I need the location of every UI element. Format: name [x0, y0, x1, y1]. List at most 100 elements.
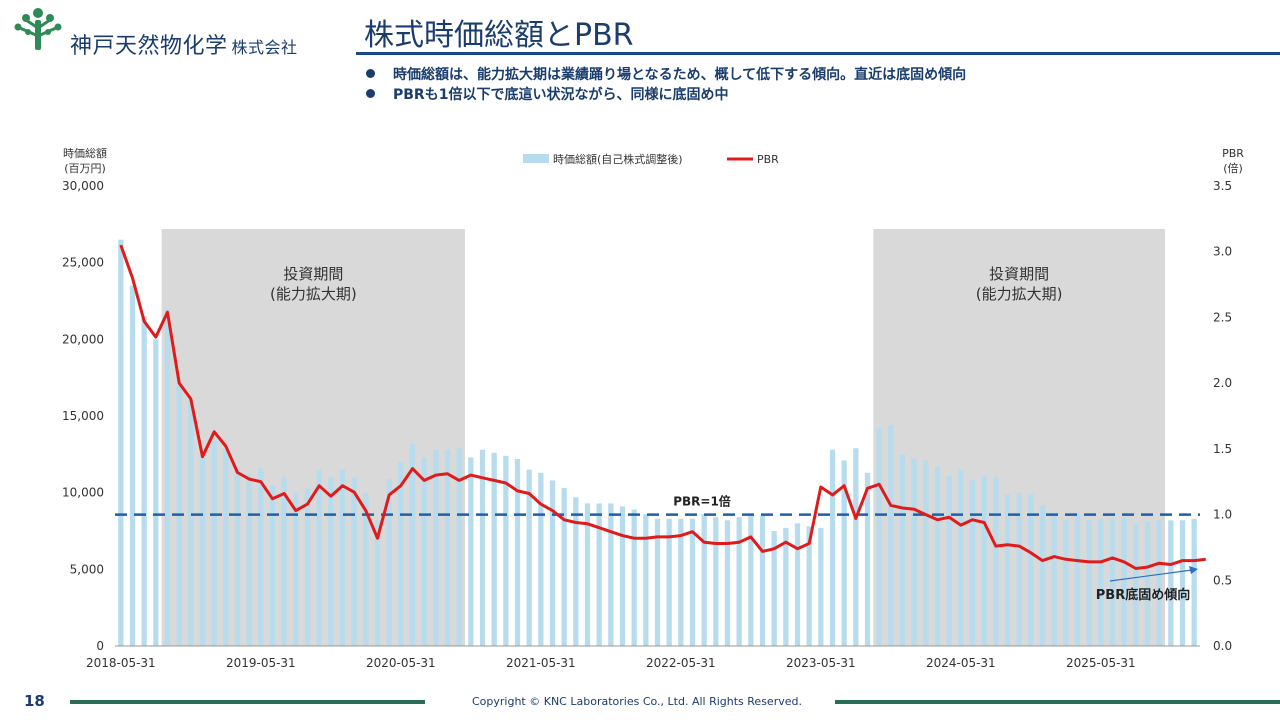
- market-cap-bar: [188, 400, 194, 646]
- market-cap-bar: [608, 503, 614, 646]
- market-cap-bar: [1156, 520, 1162, 646]
- market-cap-bar: [806, 526, 812, 646]
- market-cap-bar: [899, 454, 906, 646]
- band-sublabel: (能力拡大期): [976, 285, 1063, 303]
- market-cap-bar: [829, 449, 836, 646]
- market-cap-bar: [654, 518, 661, 646]
- y-right-tick-label: 3.5: [1213, 179, 1232, 193]
- market-cap-bar: [1028, 494, 1034, 646]
- market-cap-bar: [479, 449, 486, 646]
- market-cap-bar: [748, 514, 754, 646]
- market-cap-bar: [234, 469, 241, 646]
- market-cap-bar: [573, 497, 579, 646]
- market-cap-bar: [1098, 518, 1104, 646]
- y-left-tick-label: 15,000: [62, 409, 104, 423]
- y-left-tick-label: 10,000: [62, 486, 104, 500]
- market-cap-bar: [456, 448, 462, 646]
- market-cap-bar: [864, 472, 871, 646]
- market-cap-bar: [386, 478, 392, 646]
- market-cap-bar: [444, 449, 451, 646]
- market-cap-bar: [584, 503, 591, 646]
- market-cap-bar: [398, 462, 404, 646]
- footer-rule-left: [70, 700, 425, 704]
- y-right-axis-unit: (倍): [1223, 161, 1243, 175]
- market-cap-bar: [409, 443, 416, 646]
- market-cap-bar: [211, 439, 217, 646]
- market-cap-bar: [1074, 514, 1081, 646]
- market-cap-bar: [1168, 520, 1174, 646]
- bullet-item: PBRも1倍以下で底這い状況ながら、同様に底固め中: [366, 84, 966, 104]
- market-cap-bar: [223, 449, 229, 646]
- market-cap-bar: [1109, 518, 1116, 646]
- band-label: 投資期間: [989, 265, 1049, 283]
- market-cap-bar: [1191, 518, 1197, 646]
- market-cap-bar: [841, 460, 847, 646]
- market-cap-bar: [153, 339, 159, 646]
- market-cap-bar: [958, 469, 964, 646]
- market-cap-bar: [1063, 520, 1069, 646]
- annotation-arrow: [1109, 569, 1193, 582]
- market-cap-bar: [1051, 512, 1057, 646]
- market-cap-bar: [316, 469, 322, 646]
- title-bar: 株式時価総額とPBR: [356, 0, 1280, 55]
- annotation-arrowhead-icon: [1189, 566, 1198, 574]
- market-cap-bar: [1086, 520, 1092, 646]
- market-cap-bar: [666, 518, 672, 646]
- market-cap-bar: [876, 428, 882, 646]
- market-cap-bar: [421, 457, 427, 646]
- bullet-item: 時価総額は、能力拡大期は業績踊り場となるため、概して低下する傾向。直近は底固め傾…: [366, 64, 966, 84]
- x-tick-label: 2023-05-31: [786, 656, 856, 670]
- market-cap-bar: [724, 520, 731, 646]
- y-left-tick-label: 30,000: [62, 179, 104, 193]
- market-cap-bar: [468, 457, 474, 646]
- market-cap-bar: [374, 520, 381, 646]
- market-cap-bar: [561, 488, 567, 646]
- x-tick-label: 2025-05-31: [1066, 656, 1136, 670]
- x-tick-label: 2024-05-31: [926, 656, 996, 670]
- market-cap-bar: [304, 488, 311, 646]
- market-cap-bar: [351, 477, 357, 646]
- market-cap-bar: [1179, 520, 1186, 646]
- x-tick-label: 2018-05-31: [86, 656, 156, 670]
- market-cap-bar: [771, 531, 777, 646]
- market-cap-bar: [339, 469, 346, 646]
- page-number: 18: [24, 692, 45, 710]
- market-cap-bar: [701, 514, 707, 646]
- market-cap-bar: [1144, 521, 1151, 646]
- market-cap-bar: [538, 472, 544, 646]
- market-cap-bar: [678, 518, 684, 646]
- market-cap-bar: [969, 480, 976, 646]
- market-cap-bar: [1004, 494, 1011, 646]
- market-cap-bar: [1039, 504, 1046, 646]
- market-cap-bar: [631, 509, 637, 646]
- market-cap-bar: [549, 480, 556, 646]
- y-right-tick-label: 1.0: [1213, 508, 1232, 522]
- y-right-tick-label: 2.5: [1213, 310, 1232, 324]
- tree-logo-icon: [14, 8, 62, 50]
- market-cap-bar: [643, 514, 649, 646]
- market-cap-bar: [794, 523, 801, 646]
- x-tick-label: 2022-05-31: [646, 656, 716, 670]
- company-logo: 神戸天然物化学 株式会社: [10, 6, 340, 59]
- market-cap-bar: [141, 316, 147, 646]
- market-cap-bar: [526, 469, 532, 646]
- page-title: 株式時価総額とPBR: [364, 18, 634, 53]
- bullet-dot-icon: [366, 69, 375, 78]
- market-cap-bar: [713, 517, 719, 646]
- market-cap-bar: [281, 477, 287, 646]
- y-right-tick-label: 3.0: [1213, 245, 1232, 259]
- market-cap-bar: [993, 477, 999, 646]
- market-cap-pbr-chart: 投資期間 (能力拡大期) 投資期間 (能力拡大期) PBR=1倍 0 5,000 10,000…: [62, 146, 1244, 670]
- y-right-tick-label: 0.0: [1213, 639, 1232, 653]
- y-left-tick-label: 0: [96, 639, 104, 653]
- market-cap-bar: [981, 475, 987, 646]
- market-cap-bar: [619, 506, 626, 646]
- y-right-tick-label: 0.5: [1213, 573, 1232, 587]
- market-cap-bar: [736, 517, 742, 646]
- x-tick-label: 2021-05-31: [506, 656, 576, 670]
- market-cap-bar: [328, 477, 334, 646]
- market-cap-bar: [759, 515, 766, 646]
- market-cap-bar: [433, 449, 439, 646]
- y-left-tick-label: 25,000: [62, 256, 104, 270]
- pbr-line: [119, 244, 1206, 570]
